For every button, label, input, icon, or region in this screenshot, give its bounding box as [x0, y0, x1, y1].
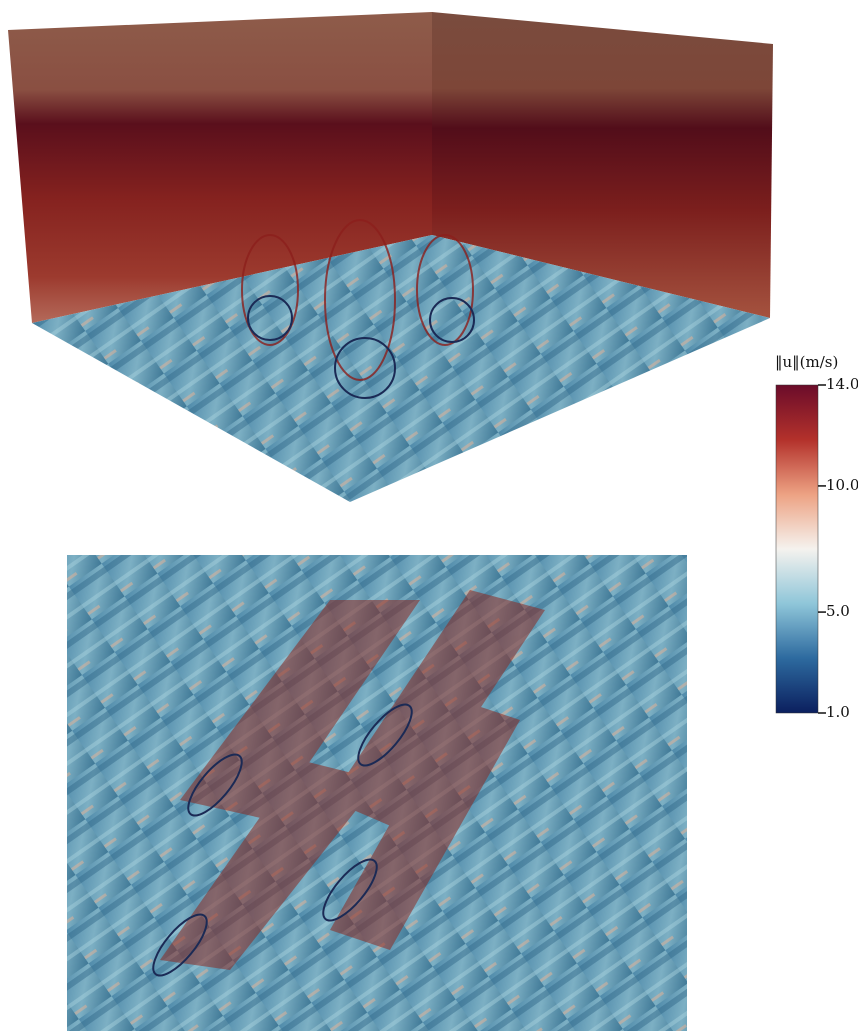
page: ‖u‖(m/s) 14.010.05.01.0 (() => { const d…: [0, 0, 858, 1031]
colorbar-tick-label: 14.0: [826, 375, 858, 393]
top-view: [67, 555, 687, 1031]
colorbar-tick-label: 5.0: [826, 602, 850, 620]
colorbar-tick-label: 1.0: [826, 703, 850, 721]
colorbar-title: ‖u‖(m/s): [775, 353, 838, 371]
colorbar: ‖u‖(m/s) 14.0 10.0 5.0 1.0: [775, 353, 858, 721]
colorbar-tick-label: 10.0: [826, 476, 858, 494]
colorbar-ramp: [776, 385, 818, 713]
3d-view: [8, 12, 773, 502]
figure: ‖u‖(m/s) 14.0 10.0 5.0 1.0: [0, 0, 858, 1031]
